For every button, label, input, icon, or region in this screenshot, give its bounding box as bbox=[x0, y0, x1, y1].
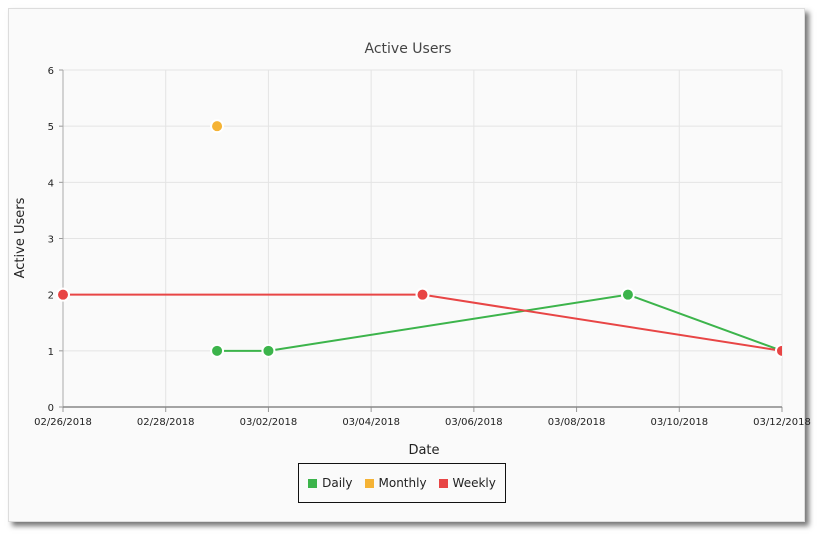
x-axis-label: Date bbox=[408, 443, 439, 458]
y-tick-label: 6 bbox=[48, 66, 54, 77]
y-tick-label: 3 bbox=[48, 235, 54, 246]
x-tick-label: 03/12/2018 bbox=[753, 417, 811, 428]
x-tick-label: 03/10/2018 bbox=[650, 417, 708, 428]
data-point-daily bbox=[210, 343, 225, 358]
x-tick-label: 02/26/2018 bbox=[34, 417, 92, 428]
series-line-daily bbox=[217, 293, 782, 352]
data-point-daily bbox=[620, 287, 635, 302]
legend-swatch bbox=[308, 478, 318, 488]
data-point-daily bbox=[261, 343, 276, 358]
legend-item-weekly[interactable]: Weekly bbox=[438, 476, 496, 490]
x-tick-label: 02/28/2018 bbox=[137, 417, 195, 428]
y-axis-label: Active Users bbox=[13, 197, 28, 278]
data-point-weekly bbox=[56, 287, 70, 302]
x-tick-label: 03/04/2018 bbox=[342, 417, 400, 428]
legend: Daily Monthly Weekly bbox=[298, 463, 506, 503]
data-point-weekly bbox=[415, 287, 430, 302]
legend-swatch bbox=[438, 478, 448, 488]
chart-title: Active Users bbox=[365, 41, 452, 57]
y-tick-label: 2 bbox=[48, 291, 54, 302]
x-tick-label: 03/02/2018 bbox=[240, 417, 298, 428]
chart-panel bbox=[8, 8, 805, 522]
series-line-weekly bbox=[63, 293, 782, 352]
legend-label: Weekly bbox=[452, 476, 496, 490]
y-tick-label: 0 bbox=[48, 403, 54, 414]
y-tick-label: 4 bbox=[48, 178, 54, 189]
y-tick-label: 5 bbox=[48, 122, 54, 133]
x-tick-label: 03/06/2018 bbox=[445, 417, 503, 428]
legend-item-monthly[interactable]: Monthly bbox=[364, 476, 427, 490]
x-tick-label: 03/08/2018 bbox=[548, 417, 606, 428]
y-tick-label: 1 bbox=[48, 347, 54, 358]
data-point-monthly bbox=[210, 119, 225, 134]
legend-label: Daily bbox=[322, 476, 353, 490]
legend-swatch bbox=[364, 478, 374, 488]
legend-item-daily[interactable]: Daily bbox=[308, 476, 353, 490]
legend-label: Monthly bbox=[378, 476, 427, 490]
data-point-weekly bbox=[775, 343, 782, 358]
